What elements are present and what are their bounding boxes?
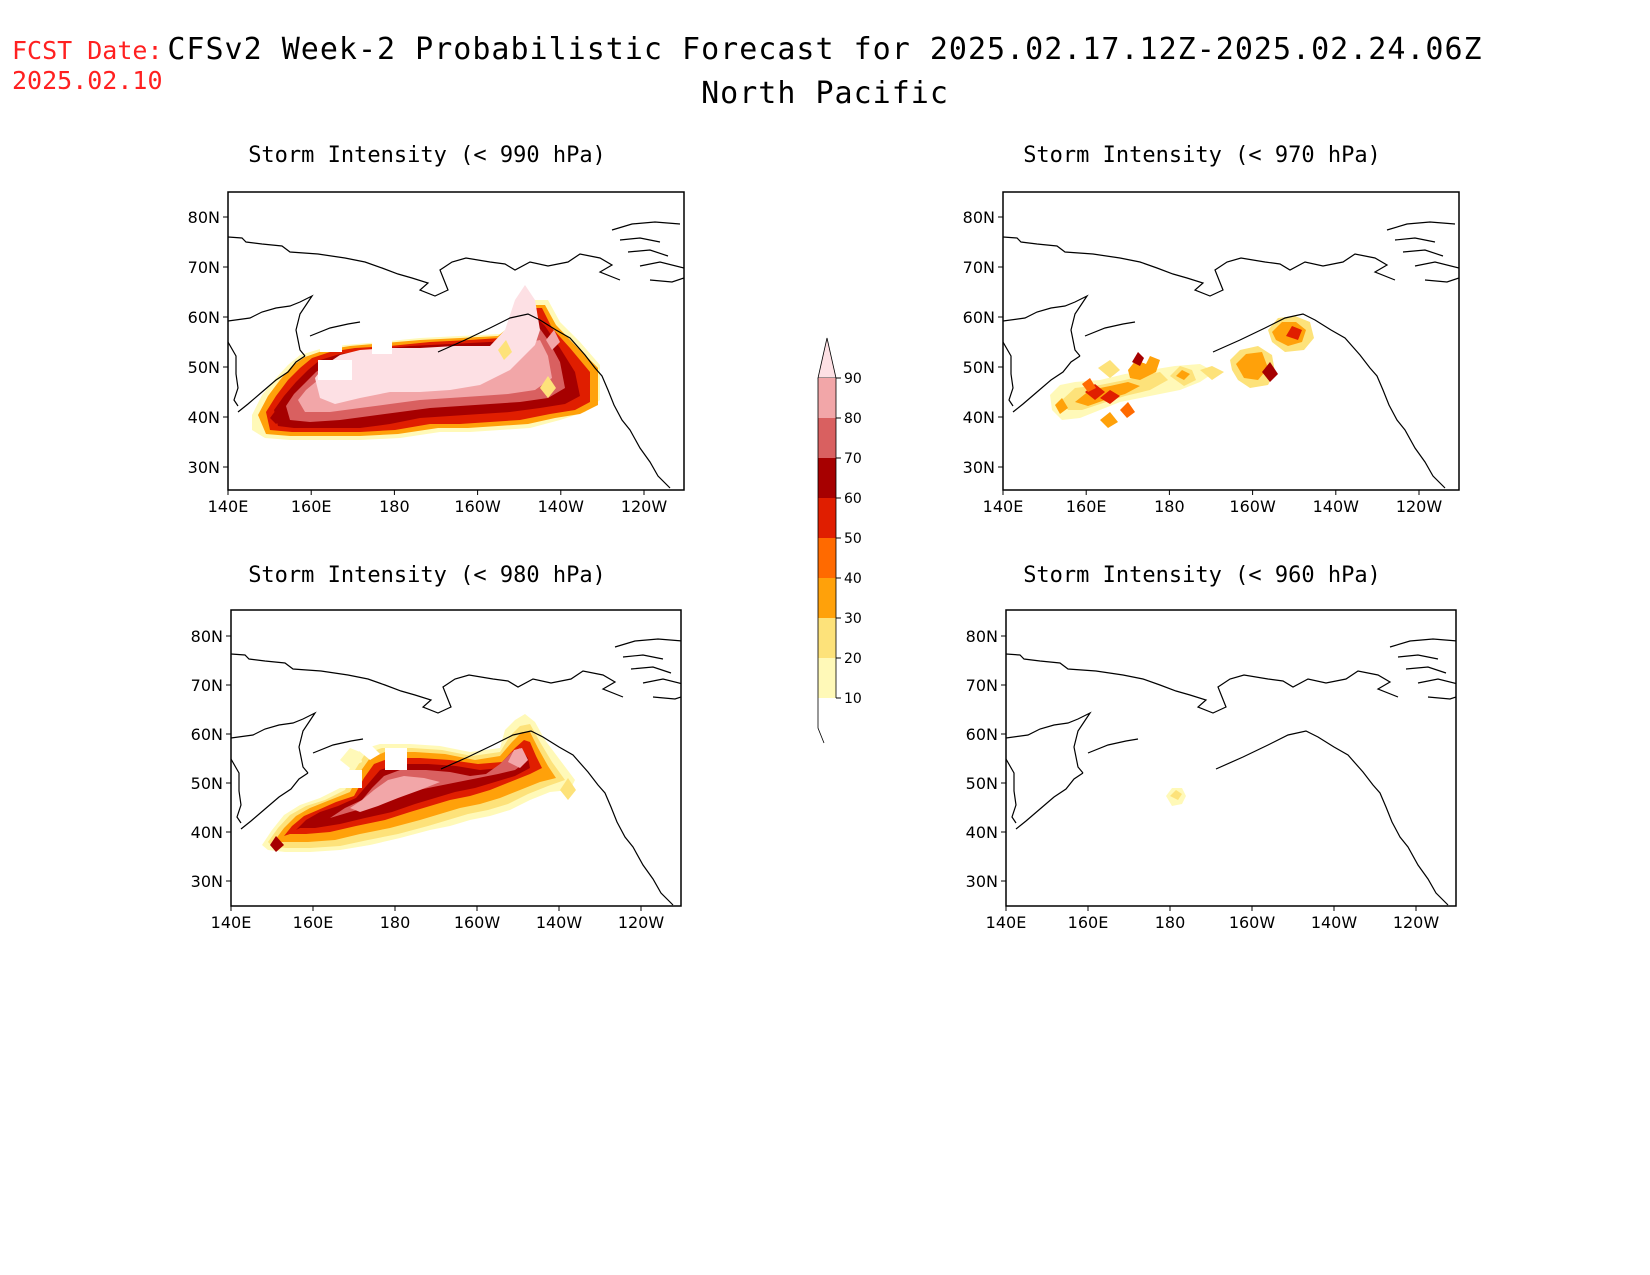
colorbar-label: 20 (844, 651, 862, 667)
colorbar-swatch (818, 658, 836, 698)
colorbar: 10 20 30 40 50 60 70 80 90 (817, 337, 862, 744)
lat-tick-label-990: 30N (188, 458, 220, 477)
probability-shading-990 (252, 285, 600, 440)
map-panel-990 (227, 191, 685, 491)
colorbar-swatch (818, 378, 836, 418)
colorbar-label: 60 (844, 491, 862, 507)
lat-tick-label-980: 40N (191, 823, 223, 842)
panel-title-970: Storm Intensity (< 970 hPa) (1023, 143, 1381, 168)
colorbar-label: 50 (844, 531, 862, 547)
forecast-date-label: FCST Date: 2025.02.10 (12, 36, 163, 96)
colorbar-label: 30 (844, 611, 862, 627)
coastline-960 (1006, 638, 1456, 906)
lat-tick-label-990: 50N (188, 358, 220, 377)
lat-tick-label-960: 30N (966, 872, 998, 891)
colorbar-bottom-tip (817, 698, 825, 744)
page-title: CFSv2 Week-2 Probabilistic Forecast for … (167, 32, 1483, 67)
fcst-date-value: 2025.02.10 (12, 66, 163, 95)
lat-tick-label-970: 70N (963, 258, 995, 277)
lon-tick-label-980: 140E (211, 913, 252, 932)
lon-tick-label-960: 140E (986, 913, 1027, 932)
lon-tick-label-980: 120W (618, 913, 665, 932)
map-panel-970 (1002, 191, 1460, 491)
lon-tick-label-970: 140E (983, 497, 1024, 516)
lat-tick-label-960: 40N (966, 823, 998, 842)
colorbar-swatch (818, 498, 836, 538)
lon-tick-label-960: 160W (1229, 913, 1276, 932)
lat-tick-label-980: 80N (191, 627, 223, 646)
lon-tick-label-980: 160E (293, 913, 334, 932)
colorbar-swatch (818, 538, 836, 578)
probability-shading-960 (1166, 788, 1186, 806)
colorbar-swatch (818, 458, 836, 498)
colorbar-label: 80 (844, 411, 862, 427)
lon-tick-label-980: 160W (454, 913, 501, 932)
lat-tick-label-960: 70N (966, 676, 998, 695)
lat-tick-label-970: 60N (963, 308, 995, 327)
lat-tick-label-960: 60N (966, 725, 998, 744)
colorbar-swatch (818, 578, 836, 618)
lat-tick-label-970: 50N (963, 358, 995, 377)
probability-shading-980 (262, 714, 576, 852)
lon-tick-label-990: 160E (291, 497, 332, 516)
lat-tick-label-980: 50N (191, 774, 223, 793)
colorbar-label: 40 (844, 571, 862, 587)
lat-tick-label-980: 30N (191, 872, 223, 891)
coastline-980 (231, 638, 681, 906)
lon-tick-label-960: 120W (1393, 913, 1440, 932)
lon-tick-label-960: 140W (1311, 913, 1358, 932)
panel-title-960: Storm Intensity (< 960 hPa) (1023, 563, 1381, 588)
lon-tick-label-970: 140W (1313, 497, 1360, 516)
lon-tick-label-970: 180 (1154, 497, 1185, 516)
colorbar-top-arrow (817, 337, 837, 379)
colorbar-swatch (818, 618, 836, 658)
lon-tick-label-990: 160W (454, 497, 501, 516)
coastline-990 (228, 221, 684, 489)
coastline-970 (1003, 221, 1459, 489)
lat-tick-label-990: 80N (188, 208, 220, 227)
panel-title-980: Storm Intensity (< 980 hPa) (248, 563, 606, 588)
colorbar-swatch (818, 418, 836, 458)
lat-tick-label-970: 80N (963, 208, 995, 227)
lon-tick-label-990: 180 (379, 497, 410, 516)
lon-tick-label-960: 160E (1068, 913, 1109, 932)
lon-tick-label-990: 140E (208, 497, 249, 516)
lon-tick-label-960: 180 (1155, 913, 1186, 932)
probability-shading-970 (1050, 316, 1314, 428)
lon-tick-label-970: 160E (1066, 497, 1107, 516)
lat-tick-label-990: 70N (188, 258, 220, 277)
lat-tick-label-980: 70N (191, 676, 223, 695)
colorbar-label: 90 (844, 371, 862, 387)
lat-tick-label-970: 30N (963, 458, 995, 477)
fcst-date-caption: FCST Date: (12, 36, 163, 65)
lat-tick-label-960: 80N (966, 627, 998, 646)
lon-tick-label-970: 120W (1396, 497, 1443, 516)
lon-tick-label-990: 140W (538, 497, 585, 516)
colorbar-label: 10 (844, 691, 862, 707)
lat-tick-label-980: 60N (191, 725, 223, 744)
map-panel-980 (230, 609, 682, 907)
lon-tick-label-990: 120W (621, 497, 668, 516)
axis-labels: 80N 70N 60N 50N 40N 30N 140E 160E 180 160W 140W 120… (188, 208, 1443, 932)
lat-tick-label-990: 60N (188, 308, 220, 327)
colorbar-label: 70 (844, 451, 862, 467)
lon-tick-label-970: 160W (1229, 497, 1276, 516)
lon-tick-label-980: 180 (380, 913, 411, 932)
map-panel-960 (1005, 609, 1457, 907)
lat-tick-label-990: 40N (188, 408, 220, 427)
lon-tick-label-980: 140W (536, 913, 583, 932)
panel-title-990: Storm Intensity (< 990 hPa) (248, 143, 606, 168)
lat-tick-label-960: 50N (966, 774, 998, 793)
lat-tick-label-970: 40N (963, 408, 995, 427)
page-subtitle: North Pacific (701, 76, 949, 111)
